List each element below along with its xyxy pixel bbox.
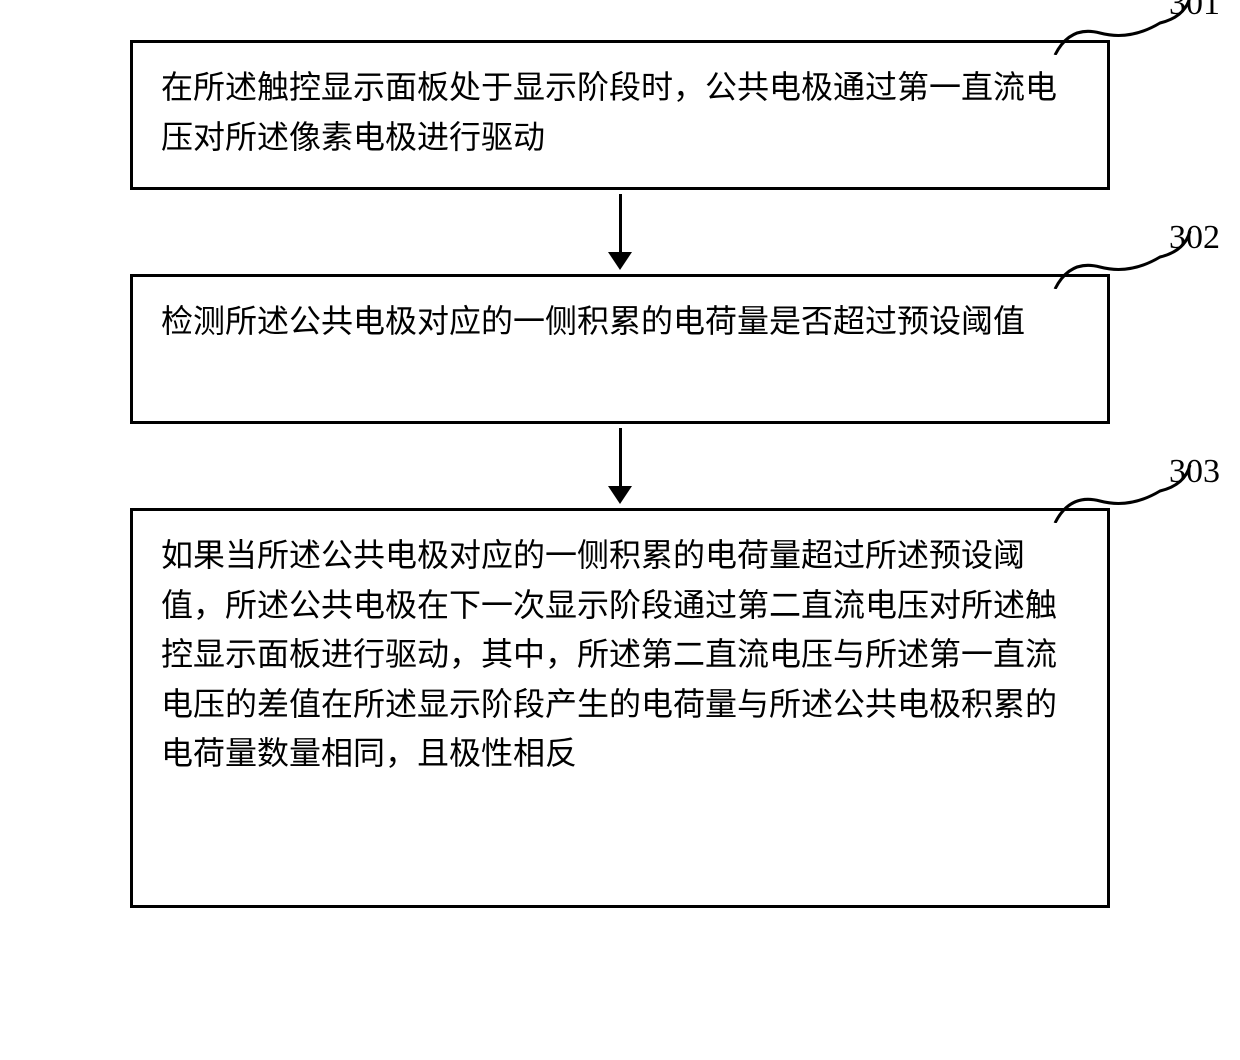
arrow-1-2 (608, 194, 632, 270)
step-3-wrapper: 303 如果当所述公共电极对应的一侧积累的电荷量超过所述预设阈值，所述公共电极在… (130, 508, 1110, 908)
step-2-wrapper: 302 检测所述公共电极对应的一侧积累的电荷量是否超过预设阈值 (130, 274, 1110, 424)
arrow-head-icon (608, 486, 632, 504)
step-2-label: 302 (1169, 219, 1220, 257)
step-3-text: 如果当所述公共电极对应的一侧积累的电荷量超过所述预设阈值，所述公共电极在下一次显… (161, 537, 1057, 771)
step-2-text: 检测所述公共电极对应的一侧积累的电荷量是否超过预设阈值 (161, 303, 1025, 339)
arrow-line (619, 428, 622, 488)
step-1-label: 301 (1169, 0, 1220, 23)
label-connector-2: 302 (1040, 219, 1220, 289)
step-3-label: 303 (1169, 453, 1220, 491)
flowchart-container: 301 在所述触控显示面板处于显示阶段时，公共电极通过第一直流电压对所述像素电极… (40, 40, 1200, 908)
step-1-wrapper: 301 在所述触控显示面板处于显示阶段时，公共电极通过第一直流电压对所述像素电极… (130, 40, 1110, 190)
step-1-text: 在所述触控显示面板处于显示阶段时，公共电极通过第一直流电压对所述像素电极进行驱动 (161, 69, 1057, 155)
arrow-head-icon (608, 252, 632, 270)
arrow-2-3 (608, 428, 632, 504)
step-1-box: 在所述触控显示面板处于显示阶段时，公共电极通过第一直流电压对所述像素电极进行驱动 (130, 40, 1110, 190)
label-connector-1: 301 (1040, 0, 1220, 55)
label-connector-3: 303 (1040, 453, 1220, 523)
arrow-line (619, 194, 622, 254)
step-3-box: 如果当所述公共电极对应的一侧积累的电荷量超过所述预设阈值，所述公共电极在下一次显… (130, 508, 1110, 908)
step-2-box: 检测所述公共电极对应的一侧积累的电荷量是否超过预设阈值 (130, 274, 1110, 424)
